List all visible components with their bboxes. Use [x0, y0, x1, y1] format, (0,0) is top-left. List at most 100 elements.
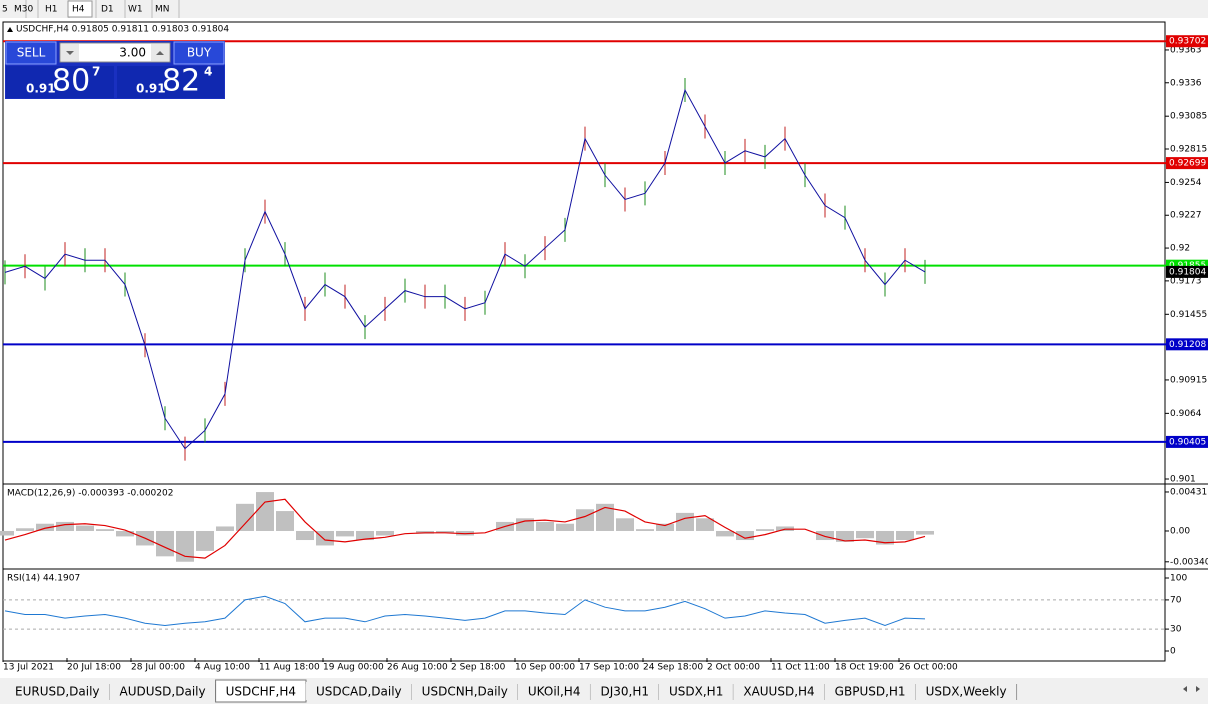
collapse-icon[interactable]	[7, 27, 13, 32]
y-tick-label: 0.93085	[1170, 112, 1207, 122]
tab-label[interactable]: DJ30,H1	[600, 685, 649, 699]
y-tick-label: 0.00431	[1170, 487, 1207, 497]
tab-label[interactable]: USDCAD,Daily	[316, 685, 402, 699]
tab[interactable]	[824, 682, 916, 700]
y-tick-label: 0.90915	[1170, 375, 1207, 385]
y-tick-label: 70	[1170, 595, 1182, 605]
level-label: 0.93702	[1169, 37, 1206, 47]
x-tick-label: 11 Aug 18:00	[259, 663, 320, 673]
x-tick-label: 13 Jul 2021	[3, 663, 54, 673]
timeframe-button[interactable]: D1	[101, 5, 114, 15]
x-tick-label: 11 Oct 11:00	[771, 663, 830, 673]
ask-main: 82	[162, 64, 200, 99]
macd-bar	[696, 518, 714, 531]
macd-bar	[836, 530, 854, 542]
buy-label: BUY	[187, 46, 212, 60]
tab-label[interactable]: EURUSD,Daily	[15, 685, 100, 699]
tab[interactable]	[5, 682, 110, 700]
level-tag	[1166, 157, 1208, 170]
timeframe-button[interactable]: M30	[14, 5, 33, 15]
price-line	[4, 88, 926, 450]
tab[interactable]	[659, 682, 734, 700]
tab-label[interactable]: XAUUSD,H4	[743, 685, 814, 699]
macd-bar	[276, 511, 294, 531]
y-tick-label: 100	[1170, 574, 1187, 584]
macd-bar	[816, 530, 834, 541]
signal-line	[4, 498, 926, 559]
x-tick-label: 18 Oct 19:00	[835, 663, 894, 673]
y-tick-label: -0.003405	[1170, 557, 1208, 567]
timeframe-button[interactable]: W1	[128, 5, 143, 15]
macd-bar	[436, 530, 454, 533]
ask-big: 0.91	[136, 82, 166, 96]
last-price-tag	[1166, 265, 1208, 278]
tab[interactable]	[411, 682, 518, 700]
timeframe-button[interactable]: 5	[2, 5, 8, 15]
tab[interactable]	[590, 682, 659, 700]
macd-bar	[676, 512, 694, 531]
macd-bar	[576, 509, 594, 531]
macd-bar	[296, 530, 314, 541]
bid-main: 80	[52, 64, 90, 99]
macd-bar	[656, 523, 674, 531]
macd-bar	[316, 530, 334, 546]
down-arrow	[66, 51, 74, 55]
timeframe-button[interactable]: H4	[72, 5, 85, 15]
tab[interactable]	[517, 682, 591, 700]
tab-label[interactable]: UKOil,H4	[528, 685, 581, 699]
macd-bar	[216, 526, 234, 531]
macd-bar	[876, 530, 894, 545]
x-tick-label: 4 Aug 10:00	[195, 663, 250, 673]
macd-bar	[0, 530, 14, 536]
volume-input[interactable]	[59, 42, 171, 63]
ask-box	[117, 66, 224, 98]
macd-bar	[376, 530, 394, 536]
tab-label[interactable]: USDCNH,Daily	[422, 685, 508, 699]
tab[interactable]	[109, 682, 216, 700]
level-tag	[1166, 338, 1208, 351]
macd-title: MACD(12,26,9) -0.000393 -0.000202	[7, 489, 173, 499]
level-label: 0.90405	[1169, 437, 1206, 447]
y-tick-label: 0.92815	[1170, 145, 1207, 155]
y-tick-label: 0.00	[1170, 526, 1190, 536]
ask-small: 4	[204, 65, 212, 79]
chart-frame	[2, 21, 1166, 662]
tab-scroll-left[interactable]	[1183, 686, 1187, 692]
bid-box	[6, 66, 114, 98]
tab[interactable]	[733, 682, 825, 700]
sell-label: SELL	[17, 46, 46, 60]
tab-label[interactable]: AUDUSD,Daily	[120, 685, 206, 699]
sell-button[interactable]	[5, 41, 57, 65]
x-tick-label: 26 Oct 00:00	[899, 663, 958, 673]
macd-bar	[256, 492, 274, 531]
volume-value: 3.00	[119, 46, 146, 60]
tab-label[interactable]: USDX,H1	[669, 685, 723, 699]
y-tick-label: 0.9173	[1170, 276, 1202, 286]
macd-bar	[636, 529, 654, 531]
x-tick-label: 28 Jul 00:00	[131, 663, 185, 673]
x-tick-label: 26 Aug 10:00	[387, 663, 448, 673]
tab-label[interactable]: GBPUSD,H1	[835, 685, 906, 699]
last-price-label: 0.91804	[1169, 267, 1206, 277]
y-tick-label: 0.9254	[1170, 178, 1202, 188]
x-tick-label: 24 Sep 18:00	[643, 663, 703, 673]
y-tick-label: 0.9227	[1170, 211, 1202, 221]
macd-bar	[916, 530, 934, 535]
y-tick-label: 0.91455	[1170, 310, 1207, 320]
tab[interactable]	[915, 682, 1017, 700]
timeframe-button[interactable]: MN	[155, 5, 170, 15]
up-arrow	[156, 51, 164, 55]
tab-label[interactable]: USDCHF,H4	[226, 685, 296, 699]
buy-button[interactable]	[173, 41, 225, 65]
macd-bar	[516, 518, 534, 531]
tab-label[interactable]: USDX,Weekly	[926, 685, 1007, 699]
x-tick-label: 19 Aug 00:00	[323, 663, 384, 673]
tab[interactable]	[306, 682, 412, 700]
macd-bar	[716, 530, 734, 537]
timeframe-button[interactable]: H1	[45, 5, 58, 15]
y-tick-label: 0.9363	[1170, 45, 1202, 55]
tab-scroll-right[interactable]	[1196, 686, 1200, 692]
x-tick-label: 2 Oct 00:00	[707, 663, 760, 673]
